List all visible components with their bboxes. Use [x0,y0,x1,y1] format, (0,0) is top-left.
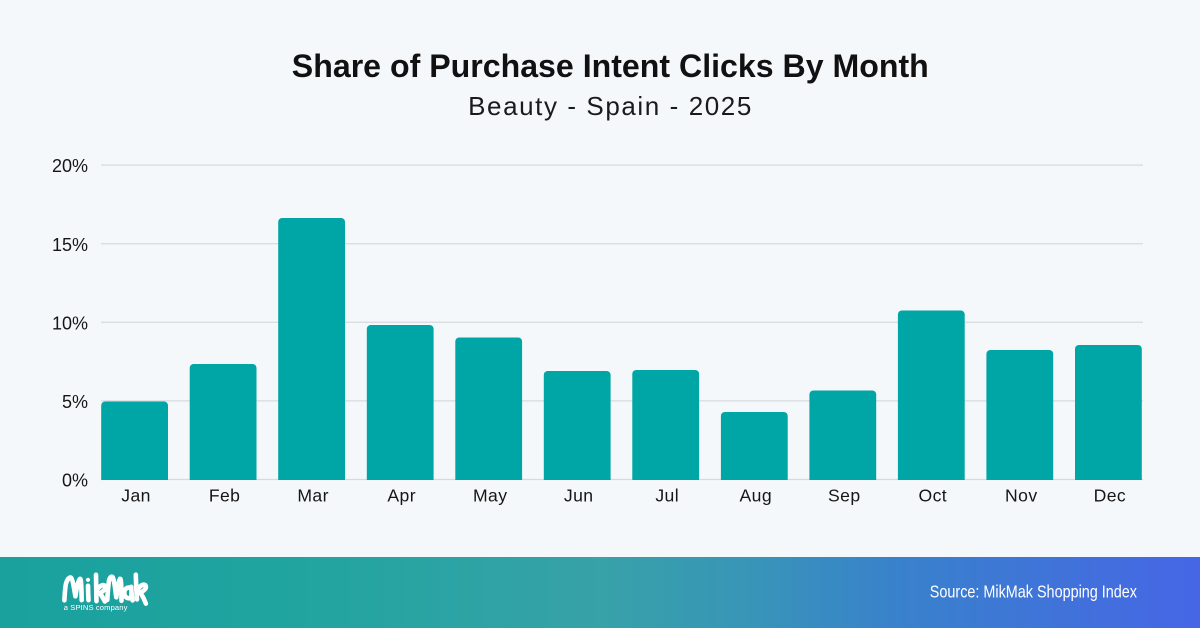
svg-text:Mar: Mar [297,485,329,505]
svg-text:May: May [473,485,507,505]
svg-text:Share of Purchase Intent Click: Share of Purchase Intent Clicks By Month [292,48,929,84]
svg-text:15%: 15% [52,235,88,255]
svg-text:Jan: Jan [121,485,151,505]
svg-text:20%: 20% [52,156,88,176]
svg-text:a SPINS company: a SPINS company [64,603,128,612]
svg-text:Aug: Aug [740,485,773,505]
svg-text:5%: 5% [62,392,88,412]
svg-text:Sep: Sep [828,485,861,505]
svg-text:Apr: Apr [387,485,416,505]
svg-text:10%: 10% [52,313,88,333]
svg-text:Nov: Nov [1005,485,1038,505]
svg-text:Source: MikMak Shopping Index: Source: MikMak Shopping Index [930,582,1137,602]
svg-text:Jun: Jun [564,485,594,505]
svg-text:0%: 0% [62,471,88,491]
svg-text:Jul: Jul [655,485,679,505]
svg-text:Oct: Oct [919,485,948,505]
svg-text:Feb: Feb [209,485,241,505]
svg-text:Beauty - Spain - 2025: Beauty - Spain - 2025 [468,91,751,121]
svg-text:Dec: Dec [1094,485,1127,505]
